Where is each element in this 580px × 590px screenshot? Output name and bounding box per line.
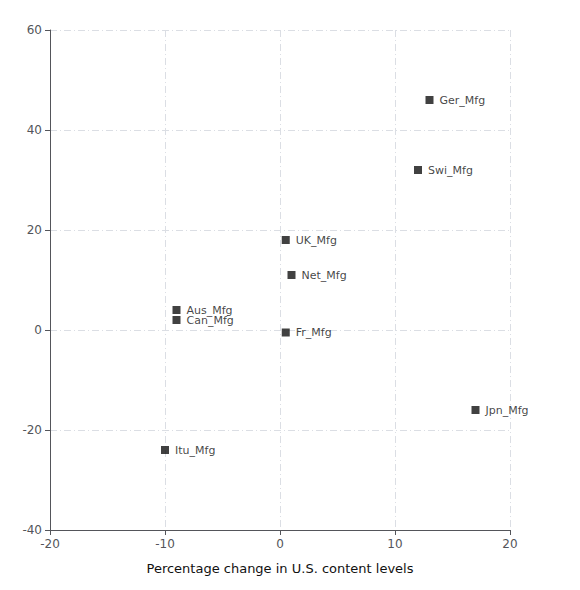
svg-text:Aus_Mfg: Aus_Mfg bbox=[186, 303, 233, 317]
svg-text:Itu_Mfg: Itu_Mfg bbox=[175, 444, 215, 457]
svg-text:-20: -20 bbox=[22, 423, 42, 437]
svg-text:Swi_Mfg: Swi_Mfg bbox=[428, 164, 473, 177]
svg-text:Net_Mfg: Net_Mfg bbox=[302, 269, 347, 282]
svg-text:Fr_Mfg: Fr_Mfg bbox=[296, 326, 332, 339]
svg-text:Percentage change in U.S. cont: Percentage change in U.S. content levels bbox=[147, 561, 414, 576]
svg-text:-40: -40 bbox=[22, 523, 42, 537]
svg-text:-10: -10 bbox=[155, 537, 175, 551]
svg-text:60: 60 bbox=[27, 23, 42, 37]
svg-text:Ger_Mfg: Ger_Mfg bbox=[440, 94, 486, 107]
svg-text:40: 40 bbox=[27, 123, 42, 137]
svg-text:20: 20 bbox=[27, 223, 42, 237]
svg-text:20: 20 bbox=[502, 537, 517, 551]
svg-text:Can_Mfg: Can_Mfg bbox=[187, 314, 234, 327]
svg-text:UK_Mfg: UK_Mfg bbox=[296, 234, 337, 247]
svg-text:0: 0 bbox=[34, 323, 42, 337]
svg-text:-20: -20 bbox=[40, 537, 60, 551]
svg-text:10: 10 bbox=[387, 537, 402, 551]
svg-text:Jpn_Mfg: Jpn_Mfg bbox=[485, 404, 529, 417]
svg-text:0: 0 bbox=[276, 537, 284, 551]
